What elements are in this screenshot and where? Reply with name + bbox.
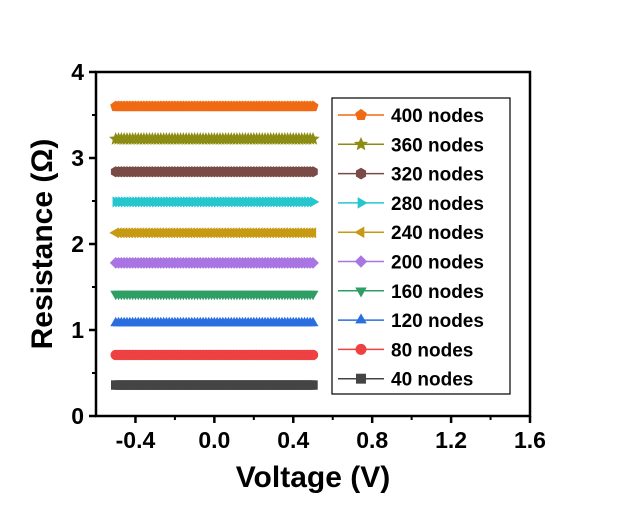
- legend-marker: [355, 313, 367, 324]
- data-point: [307, 349, 319, 361]
- y-axis-title: Resistance (Ω): [26, 139, 59, 350]
- legend-marker: [355, 287, 367, 298]
- legend-item: 320 nodes: [338, 165, 484, 186]
- y-tick-label: 0: [71, 403, 84, 429]
- legend-label: 120 nodes: [391, 311, 484, 332]
- x-tick-label: 0.0: [198, 427, 230, 453]
- legend-label: 400 nodes: [391, 106, 484, 127]
- x-tick-label: 1.2: [435, 427, 467, 453]
- legend-label: 160 nodes: [391, 282, 484, 303]
- series-240-nodes: [109, 227, 317, 239]
- data-point: [307, 316, 319, 327]
- legend-marker: [357, 197, 368, 209]
- data-point: [307, 290, 319, 301]
- legend-item: 120 nodes: [338, 311, 484, 332]
- legend-item: 400 nodes: [338, 106, 484, 127]
- legend-label: 320 nodes: [391, 165, 484, 186]
- legend-item: 240 nodes: [338, 223, 484, 244]
- series-80-nodes: [110, 349, 319, 361]
- y-tick-label: 4: [71, 59, 84, 85]
- legend-item: 360 nodes: [338, 135, 484, 156]
- legend-item: 80 nodes: [338, 340, 473, 361]
- data-point: [307, 257, 319, 269]
- legend-marker: [354, 226, 365, 238]
- x-tick-label: 1.6: [514, 427, 546, 453]
- legend-label: 40 nodes: [391, 370, 473, 391]
- ticks-layer: -0.4 0.0 0.4 0.8 1.2 1.6 0 1 2 3 4: [71, 59, 546, 453]
- data-point: [307, 100, 319, 112]
- y-tick-label: 3: [71, 145, 84, 171]
- data-point: [306, 227, 317, 239]
- series-400-nodes: [110, 100, 319, 112]
- series-layer: [109, 100, 320, 390]
- data-point: [306, 132, 320, 145]
- series-280-nodes: [112, 196, 320, 208]
- legend-marker: [354, 255, 368, 268]
- legend-item: 200 nodes: [338, 253, 484, 274]
- legend-item: 280 nodes: [338, 194, 484, 215]
- data-point: [308, 380, 318, 390]
- legend-marker: [356, 373, 366, 384]
- legend-label: 240 nodes: [391, 223, 484, 244]
- legend-marker: [353, 136, 369, 151]
- y-tick-label: 2: [71, 231, 84, 257]
- legend-label: 80 nodes: [391, 340, 473, 361]
- legend-item: 40 nodes: [338, 370, 473, 391]
- series-200-nodes: [109, 257, 319, 269]
- legend-label: 280 nodes: [391, 194, 484, 215]
- legend-label: 200 nodes: [391, 253, 484, 274]
- x-tick-label: 0.8: [356, 427, 388, 453]
- legend-marker: [355, 343, 367, 355]
- legend-label: 360 nodes: [391, 135, 484, 156]
- x-tick-label: 0.4: [277, 427, 309, 453]
- data-point: [308, 166, 318, 178]
- legend-marker: [355, 167, 367, 180]
- x-axis-title: Voltage (V): [236, 461, 390, 494]
- y-tick-label: 1: [71, 317, 84, 343]
- series-160-nodes: [110, 290, 319, 301]
- legend: 400 nodes 360 nodes 320 nodes 280 nodes 240 …: [331, 97, 511, 395]
- series-320-nodes: [110, 166, 318, 178]
- data-point: [309, 196, 320, 208]
- series-40-nodes: [111, 380, 318, 390]
- series-360-nodes: [109, 132, 320, 145]
- series-120-nodes: [110, 316, 319, 327]
- x-tick-label: -0.4: [116, 427, 156, 453]
- legend-item: 160 nodes: [338, 282, 484, 303]
- legend-marker: [355, 108, 367, 120]
